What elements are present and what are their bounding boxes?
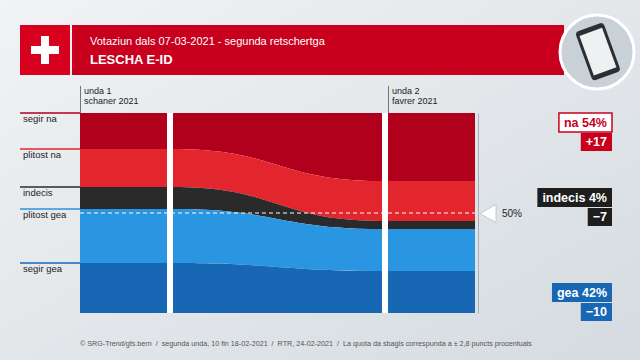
change-label: −7 xyxy=(593,210,607,224)
flag-cross xyxy=(31,46,59,54)
tick-pointer xyxy=(480,205,496,223)
legend-label: indecis xyxy=(23,187,53,198)
photo-screen xyxy=(579,28,616,76)
result-box: indecis 4% −7 xyxy=(537,188,612,226)
category-tick xyxy=(388,86,389,113)
legend-label: segir na xyxy=(23,113,58,124)
axis-line xyxy=(478,114,479,314)
area-transition xyxy=(173,263,382,313)
change-label: +17 xyxy=(586,135,607,149)
tick-label: 50% xyxy=(502,208,522,219)
plot-area xyxy=(80,113,475,313)
result-label: na 54% xyxy=(564,116,607,130)
area-block xyxy=(388,221,475,229)
grid-line xyxy=(80,213,475,214)
legend-label: plitost gea xyxy=(23,209,67,220)
category-label-line: unda 1 xyxy=(84,86,112,96)
area-block xyxy=(388,229,475,271)
category-label-line: unda 2 xyxy=(392,86,420,96)
change-box-bg xyxy=(581,133,612,151)
y-axis: 50% xyxy=(478,114,522,314)
chart-container: Votaziun dals 07-03-2021 - segunda retsc… xyxy=(0,0,640,360)
result-box: na 54% +17 xyxy=(559,113,612,151)
category-label: unda 1schaner 2021 xyxy=(84,86,139,106)
photo-circle xyxy=(560,15,634,89)
chart-svg: Votaziun dals 07-03-2021 - segunda retsc… xyxy=(0,0,640,360)
background xyxy=(0,0,640,360)
area-block xyxy=(80,149,167,187)
change-box-bg xyxy=(581,303,612,321)
legend-label: plitost na xyxy=(23,149,62,160)
legend-label: segir gea xyxy=(23,263,63,274)
area-transition xyxy=(173,209,382,271)
header-banner xyxy=(72,25,564,75)
area-block xyxy=(388,181,475,221)
tick: 50% xyxy=(478,205,522,223)
title: LESCHA E-ID xyxy=(90,52,173,67)
category-label: unda 2favrer 2021 xyxy=(392,86,438,106)
area-block xyxy=(80,209,167,263)
result-label: indecis 4% xyxy=(542,191,607,205)
result-box: gea 42% −10 xyxy=(552,283,612,321)
plot-background xyxy=(80,113,475,313)
result-box-bg xyxy=(559,113,612,132)
flag-box xyxy=(20,25,70,75)
category-label-line: favrer 2021 xyxy=(392,96,438,106)
result-box-bg xyxy=(537,188,612,207)
change-box-bg xyxy=(588,208,612,226)
area-block xyxy=(80,187,167,209)
result-label: gea 42% xyxy=(557,286,607,300)
category-tick xyxy=(80,86,81,113)
area-block xyxy=(388,271,475,313)
area-block xyxy=(388,113,475,181)
subtitle: Votaziun dals 07-03-2021 - segunda retsc… xyxy=(90,35,326,47)
area-block xyxy=(80,263,167,313)
category-label-line: schaner 2021 xyxy=(84,96,139,106)
result-box-bg xyxy=(552,283,612,302)
photo-phone xyxy=(575,22,621,81)
change-label: −10 xyxy=(586,305,607,319)
area-block xyxy=(80,113,167,149)
source: © SRG-Trend/gfs.bern / segunda unda, 10 … xyxy=(80,339,532,348)
